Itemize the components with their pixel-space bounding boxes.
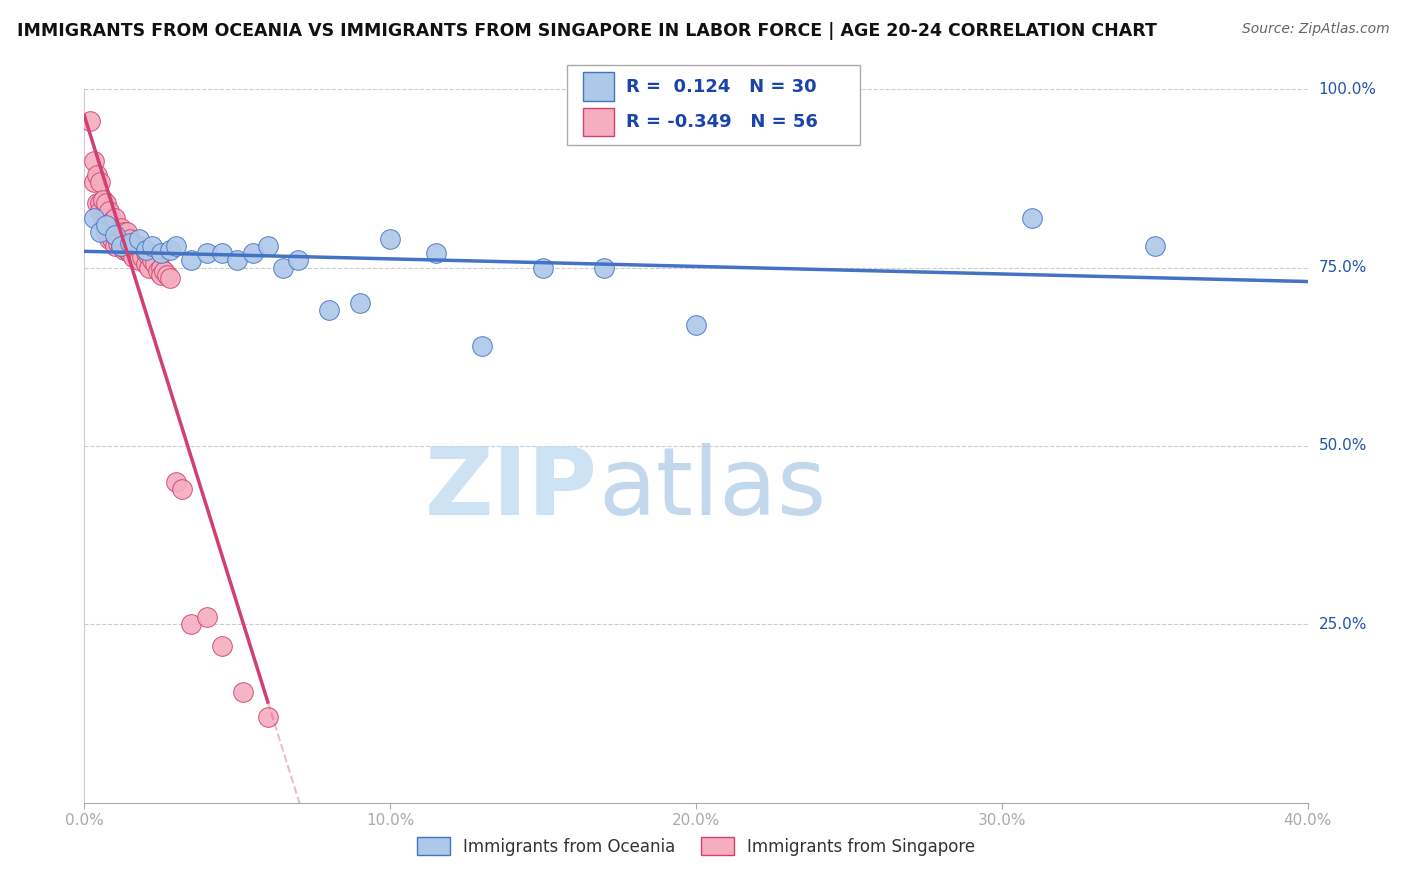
Text: 25.0%: 25.0% — [1319, 617, 1367, 632]
Point — [195, 246, 218, 260]
Point — [122, 235, 145, 250]
Point — [159, 271, 181, 285]
Point — [86, 196, 108, 211]
Point — [226, 253, 249, 268]
Point — [135, 246, 157, 260]
Point — [135, 257, 157, 271]
Point — [138, 260, 160, 275]
Legend: Immigrants from Oceania, Immigrants from Singapore: Immigrants from Oceania, Immigrants from… — [411, 830, 981, 863]
Point — [159, 243, 181, 257]
Point — [83, 211, 105, 225]
Point — [1143, 239, 1166, 253]
Point — [89, 225, 111, 239]
Point — [156, 268, 179, 282]
Point — [165, 475, 187, 489]
Point — [86, 168, 108, 182]
Point — [349, 296, 371, 310]
Point — [120, 235, 142, 250]
Point — [83, 175, 105, 189]
Text: Source: ZipAtlas.com: Source: ZipAtlas.com — [1241, 22, 1389, 37]
Text: 100.0%: 100.0% — [1319, 82, 1376, 96]
Point — [104, 239, 127, 253]
Point — [1021, 211, 1043, 225]
Point — [257, 239, 280, 253]
Point — [112, 225, 135, 239]
Point — [318, 303, 340, 318]
Point — [94, 218, 117, 232]
Point — [195, 610, 218, 624]
Point — [110, 239, 132, 253]
Point — [104, 211, 127, 225]
Point — [97, 203, 120, 218]
Point — [141, 253, 163, 268]
Point — [94, 211, 117, 225]
Text: ZIP: ZIP — [425, 442, 598, 535]
Point — [153, 264, 176, 278]
Point — [425, 246, 447, 260]
Point — [128, 232, 150, 246]
Point — [115, 243, 138, 257]
Point — [97, 232, 120, 246]
Text: atlas: atlas — [598, 442, 827, 535]
Point — [122, 250, 145, 264]
Point — [79, 114, 101, 128]
Point — [97, 218, 120, 232]
Point — [180, 253, 202, 268]
Text: 75.0%: 75.0% — [1319, 260, 1367, 275]
Point — [101, 232, 124, 246]
Point — [211, 639, 233, 653]
Point — [107, 225, 129, 239]
Point — [471, 339, 494, 353]
Point — [110, 239, 132, 253]
Point — [141, 239, 163, 253]
Point — [135, 243, 157, 257]
Point — [112, 243, 135, 257]
Point — [120, 232, 142, 246]
Point — [91, 193, 114, 207]
Point — [257, 710, 280, 724]
Point — [101, 214, 124, 228]
Point — [211, 246, 233, 260]
Point — [271, 260, 294, 275]
Point — [380, 232, 402, 246]
Point — [125, 239, 148, 253]
Point — [138, 250, 160, 264]
Point — [149, 260, 172, 275]
Point — [180, 617, 202, 632]
Point — [89, 175, 111, 189]
Point — [593, 260, 616, 275]
Point — [172, 482, 194, 496]
Point — [94, 225, 117, 239]
Point — [165, 239, 187, 253]
Point — [104, 228, 127, 243]
Point — [685, 318, 707, 332]
Point — [149, 268, 172, 282]
Point — [242, 246, 264, 260]
Text: R =  0.124   N = 30: R = 0.124 N = 30 — [626, 78, 817, 95]
Point — [83, 153, 105, 168]
Text: R = -0.349   N = 56: R = -0.349 N = 56 — [626, 113, 817, 131]
Point — [531, 260, 554, 275]
Point — [104, 228, 127, 243]
Point — [89, 196, 111, 211]
Point — [94, 196, 117, 211]
Point — [143, 257, 166, 271]
Point — [128, 239, 150, 253]
Point — [115, 225, 138, 239]
Point — [110, 221, 132, 235]
Point — [107, 235, 129, 250]
Point — [120, 246, 142, 260]
Point — [91, 211, 114, 225]
Point — [131, 250, 153, 264]
Point — [146, 264, 169, 278]
Text: IMMIGRANTS FROM OCEANIA VS IMMIGRANTS FROM SINGAPORE IN LABOR FORCE | AGE 20-24 : IMMIGRANTS FROM OCEANIA VS IMMIGRANTS FR… — [17, 22, 1157, 40]
Text: 50.0%: 50.0% — [1319, 439, 1367, 453]
Point — [232, 685, 254, 699]
Point — [287, 253, 309, 268]
Point — [89, 203, 111, 218]
Point — [128, 253, 150, 268]
Point — [149, 246, 172, 260]
